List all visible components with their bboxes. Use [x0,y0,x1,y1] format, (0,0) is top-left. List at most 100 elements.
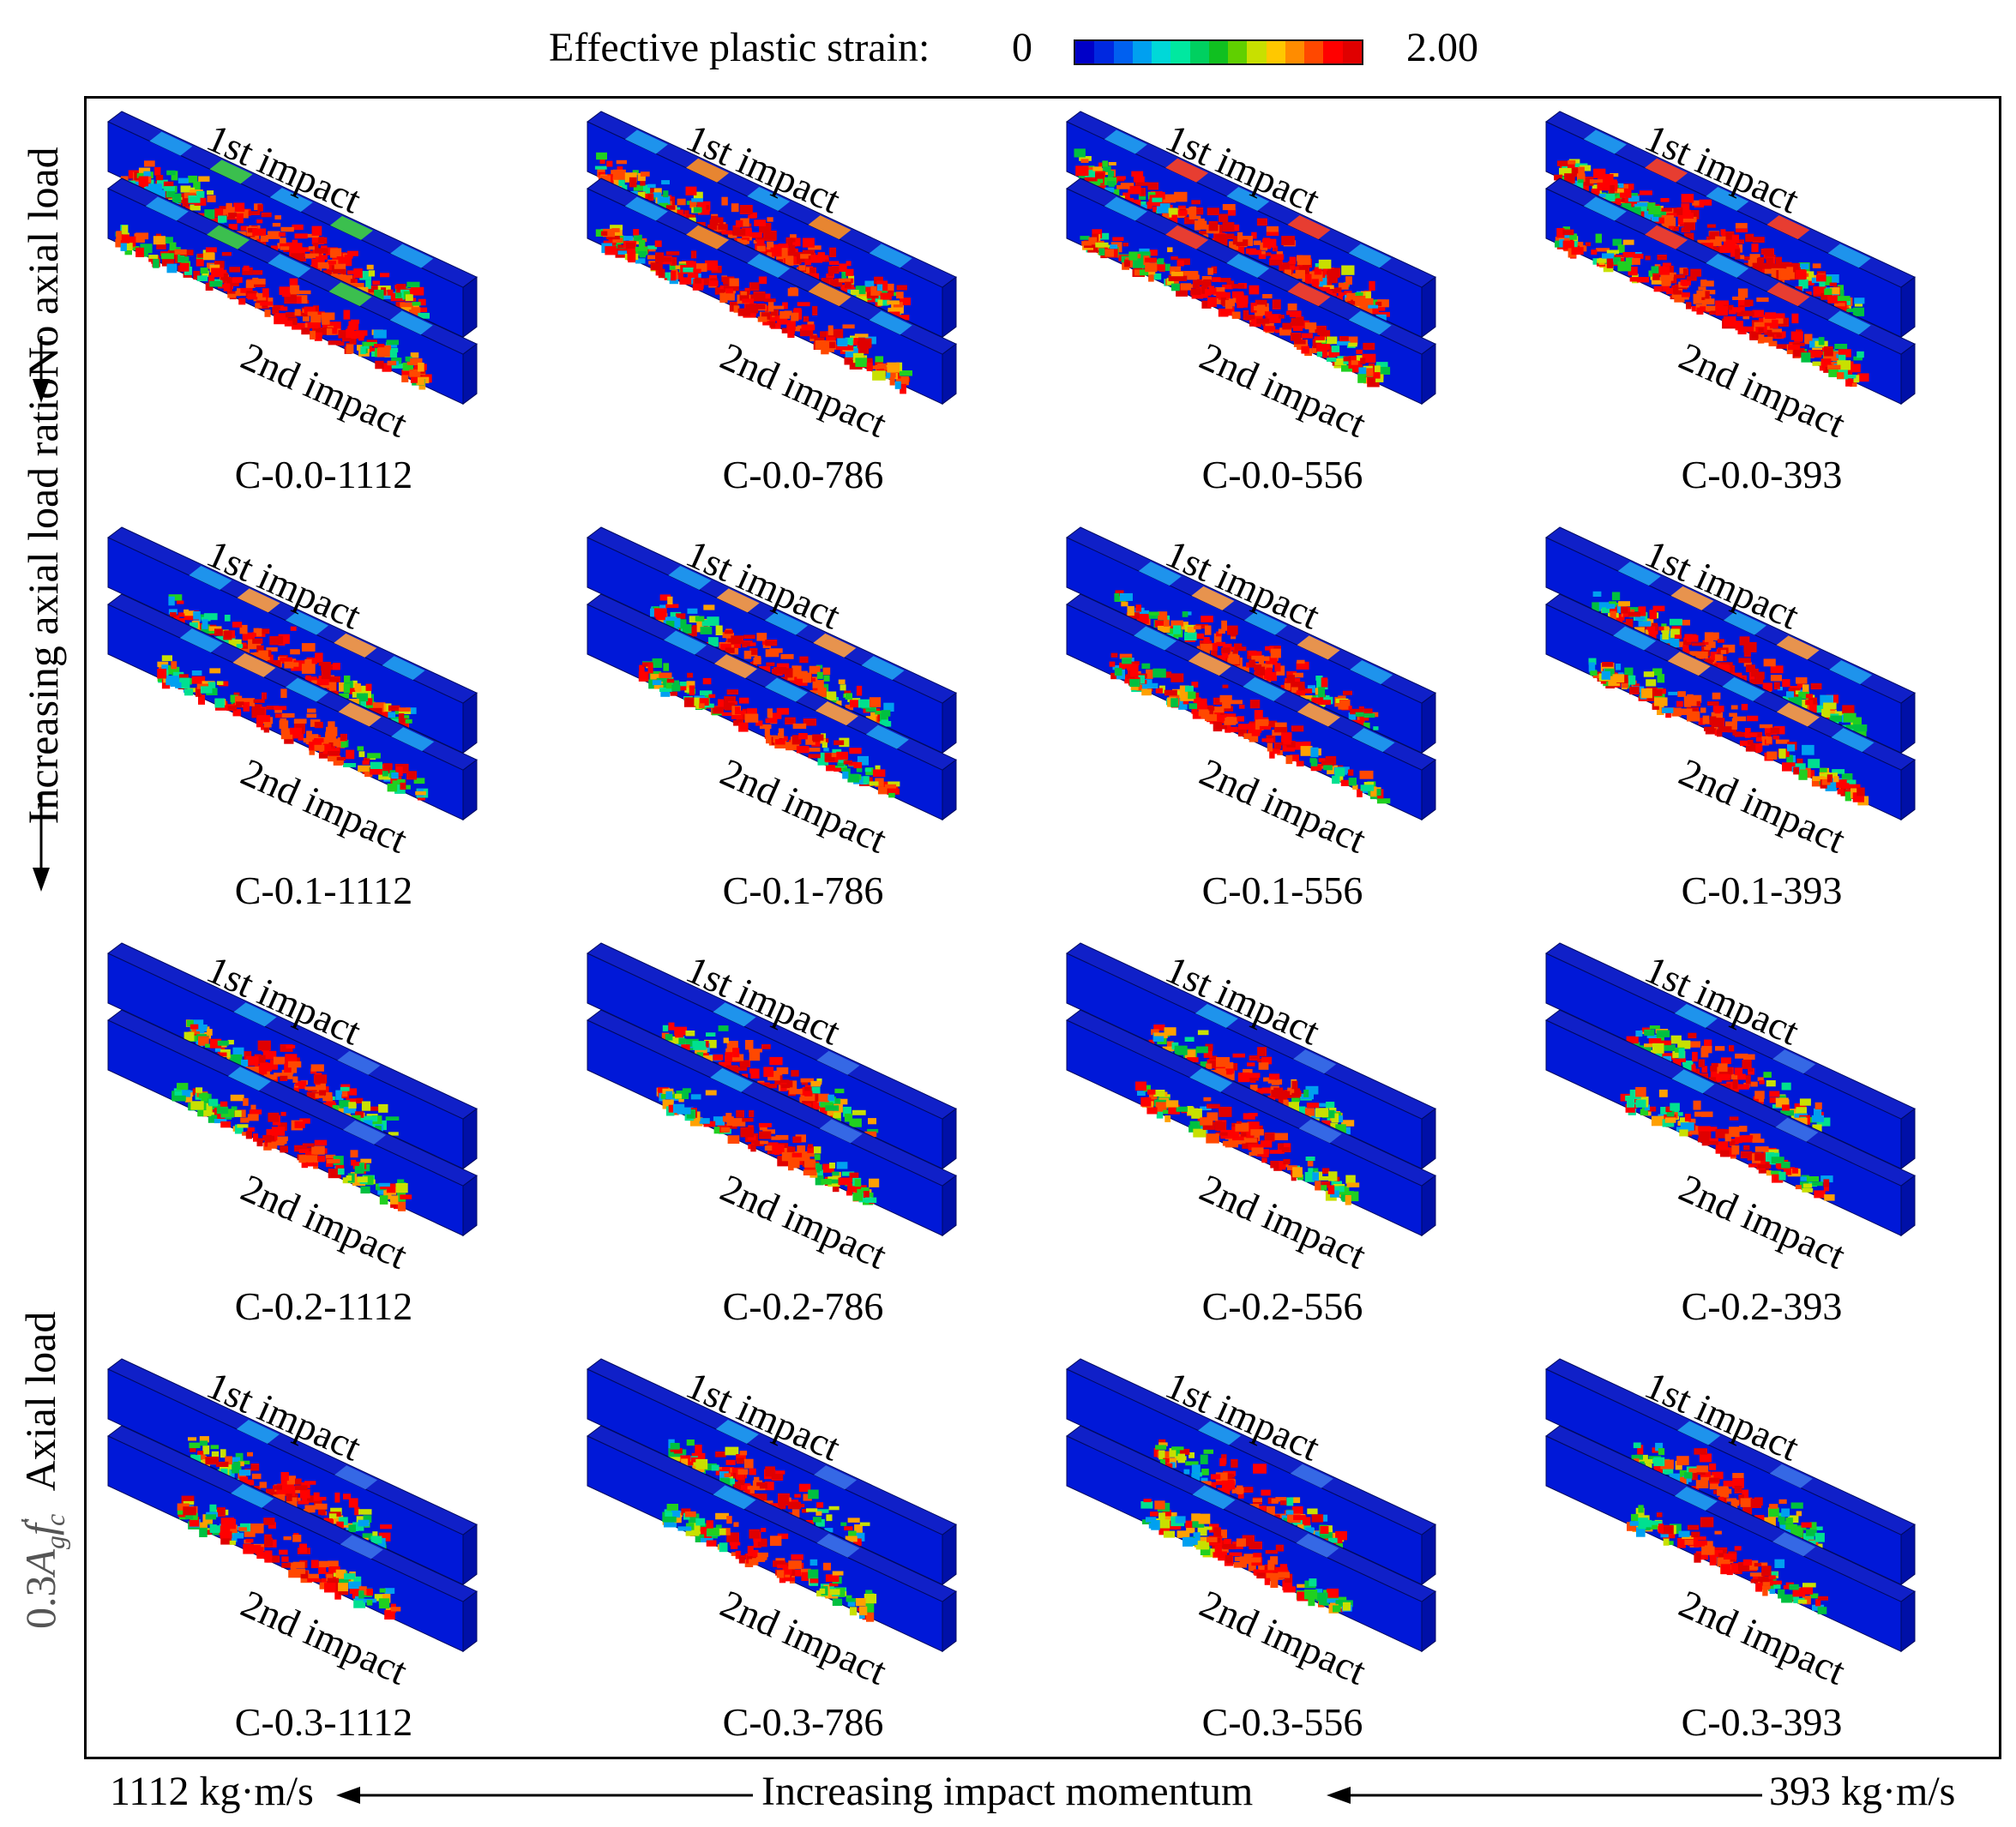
strain-patch [1258,254,1267,260]
strain-patch [1274,329,1283,334]
strain-patch [741,230,752,237]
strain-patch [304,658,312,668]
strain-top-patch [808,282,852,307]
strain-patch [1122,192,1130,201]
strain-patch [418,363,424,372]
strain-patch [1684,1114,1691,1122]
strain-patch [154,167,161,176]
strain-patch [1309,271,1323,282]
strain-patch [232,1463,242,1474]
strain-patch [715,625,723,635]
simulation-panel: 1st impact 2nd impact C-0.0-1112 [84,96,563,512]
strain-patch [1276,251,1284,255]
strain-patch [1220,291,1231,299]
panel-label: C-0.0-1112 [234,453,413,496]
strain-patch [1682,645,1689,652]
strain-patch [347,250,358,256]
beam-end-face [942,343,957,406]
beam-second-impact [107,593,478,821]
strain-patch [1846,374,1857,379]
strain-patch [1268,1073,1280,1080]
strain-top-patch [1226,186,1270,211]
strain-patch [1627,1097,1635,1108]
strain-patch [328,340,341,346]
strain-patch [1681,194,1694,203]
strain-patch [1736,239,1744,244]
strain-patch [899,370,912,376]
strain-patch [699,1534,712,1541]
strain-top-patch [1706,253,1749,278]
strain-patch [1127,605,1134,616]
strain-patch [292,1076,298,1083]
strain-patch [1375,301,1382,307]
strain-patch [189,1442,201,1449]
strain-top-patch [747,253,791,278]
strain-patch [1189,215,1201,219]
beam-end-face [942,759,957,821]
strain-patch [257,204,263,212]
strain-patch [1365,291,1371,301]
strain-patch [736,1067,748,1071]
strain-patch [1695,651,1708,659]
strain-top-patch [237,588,280,613]
strain-patch [642,184,651,194]
strain-patch [1665,1106,1672,1113]
strain-patch [359,271,371,280]
strain-patch [653,608,667,617]
strain-patch [1666,1110,1675,1117]
strain-patch [866,1612,875,1622]
strain-patch [809,1559,818,1566]
strain-patch [779,1502,786,1510]
strain-patch [1377,299,1389,308]
strain-patch [280,306,288,311]
strain-patch [1762,682,1772,691]
strain-patch [1598,602,1610,611]
strain-patch [1656,1030,1670,1037]
strain-patch [1832,354,1846,362]
legend-swatch [1342,41,1362,63]
strain-top-patch [686,225,730,249]
strain-patch [612,237,623,243]
strain-patch [315,1093,325,1098]
strain-patch [880,292,892,300]
beam-second-impact [587,593,957,821]
strain-patch [1211,266,1218,273]
strain-patch [1360,784,1374,791]
strain-top-patch [1831,728,1875,753]
strain-patch [1205,714,1218,722]
strain-patch [1194,625,1201,630]
strain-patch [1301,346,1309,354]
strain-patch [794,1493,801,1498]
strain-patch [1663,1055,1671,1063]
strain-patch [764,298,776,303]
strain-patch [161,664,168,673]
strain-patch [1225,299,1233,310]
strain-patch [865,1603,875,1613]
strain-patch [1562,165,1568,171]
strain-patch [845,281,852,289]
strain-patch [1729,712,1737,718]
strain-patch [1170,620,1183,627]
strain-patch [856,296,868,303]
strain-patch [126,236,136,247]
strain-patch [1294,742,1302,748]
strain-patch [1272,245,1279,252]
strain-patch [307,322,319,329]
strain-patch [316,1155,325,1163]
strain-patch [1226,280,1235,285]
strain-patch [376,347,390,358]
strain-patch [817,758,829,766]
strain-patch [737,228,746,236]
strain-patch [253,270,263,275]
strain-patch [242,632,255,641]
strain-patch [366,264,374,270]
strain-patch [279,1549,288,1555]
formula-g: g [39,1535,70,1549]
strain-patch [1820,1175,1833,1183]
strain-patch [270,1060,278,1070]
strain-patch [1735,321,1743,331]
strain-patch [1766,1080,1776,1087]
strain-patch [735,710,746,715]
strain-patch [749,1559,759,1566]
strain-patch [413,778,425,784]
